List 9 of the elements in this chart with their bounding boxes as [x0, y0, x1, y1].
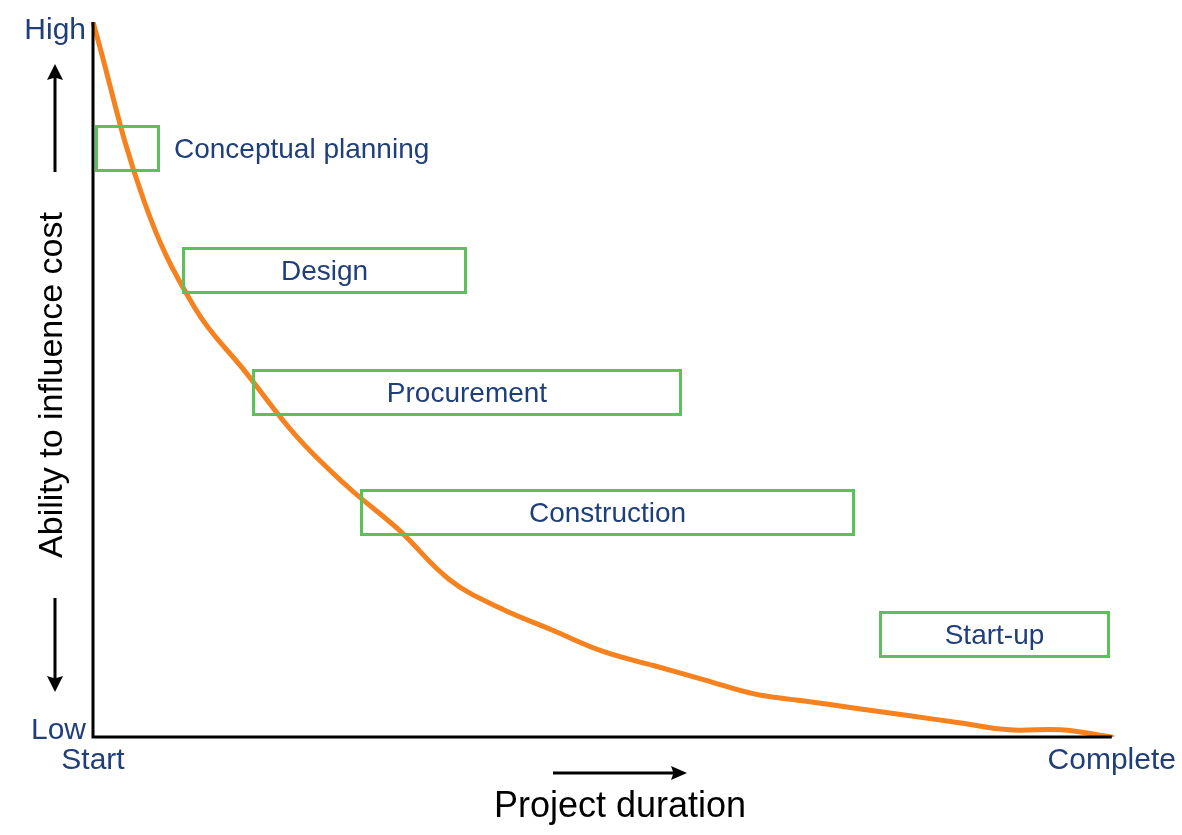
annotation: Procurement [386, 376, 548, 409]
annotation: Start-up [944, 618, 1045, 651]
text: High [24, 12, 86, 46]
annotation: Construction [528, 496, 687, 529]
x-axis-title: Project duration [493, 784, 747, 826]
annotation: Design [280, 254, 369, 287]
x-tick-label: Complete [1047, 742, 1177, 776]
annotation: Conceptual planning [174, 132, 430, 165]
y-axis-title: Ability to influence cost [30, 212, 70, 558]
